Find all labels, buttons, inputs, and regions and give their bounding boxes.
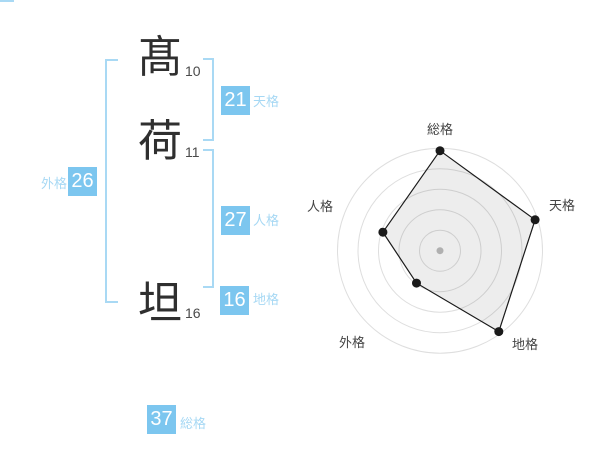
radar-data-point-4: [378, 227, 388, 237]
tenkaku-label: 天格: [253, 94, 280, 109]
radar-axis-label-2: 地格: [512, 337, 538, 352]
radar-data-point-1: [530, 215, 540, 225]
radar-grid-ring: [357, 168, 523, 334]
radar-axis-label-1: 天格: [549, 198, 575, 213]
gaikaku-bracket: [105, 59, 118, 303]
jinkaku-bracket: [203, 149, 214, 288]
radar-data-point-3: [412, 278, 421, 288]
gaikaku-label: 外格: [41, 176, 68, 191]
chikaku-score-box: 16: [220, 286, 249, 315]
given-name-char-1: 坦: [138, 279, 182, 328]
soukaku-label: 総格: [180, 416, 207, 431]
radar-axis-label-4: 人格: [307, 199, 333, 214]
chikaku-label: 地格: [253, 292, 280, 307]
tenkaku-score-box: 21: [221, 86, 250, 115]
surname-char-2-strokes: 11: [185, 144, 200, 160]
surname-char-1-strokes: 10: [185, 63, 201, 79]
radar-data-point-0: [435, 146, 445, 156]
given-name-char-1-strokes: 16: [185, 305, 201, 321]
radar-center-dot: [436, 247, 444, 255]
radar-axis-label-3: 外格: [339, 335, 365, 350]
surname-char-2: 荷: [138, 117, 182, 166]
radar-grid-ring: [378, 188, 502, 313]
jinkaku-score-box: 27: [221, 206, 250, 235]
surname-char-1: 髙: [138, 33, 182, 82]
radar-axis-label-0: 総格: [427, 122, 453, 137]
soukaku-score-box: 37: [147, 405, 176, 434]
gaikaku-score-box: 26: [68, 167, 97, 196]
jinkaku-label: 人格: [253, 213, 280, 228]
chikaku-connector-line: [0, 0, 14, 2]
radar-data-point-2: [494, 327, 504, 337]
radar-grid-ring: [419, 229, 461, 272]
fortune-radar-chart: 総格天格地格 外格 人格: [300, 95, 595, 380]
radar-grid-ring: [398, 209, 482, 293]
tenkaku-bracket: [203, 58, 214, 141]
radar-data-polygon: [382, 149, 536, 333]
